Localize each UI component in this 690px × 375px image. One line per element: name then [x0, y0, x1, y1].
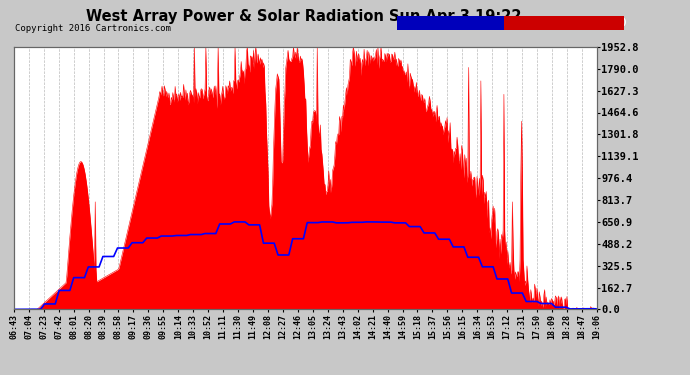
Text: West Array (DC Watts): West Array (DC Watts): [507, 18, 628, 27]
Text: West Array Power & Solar Radiation Sun Apr 3 19:22: West Array Power & Solar Radiation Sun A…: [86, 9, 522, 24]
Text: Copyright 2016 Cartronics.com: Copyright 2016 Cartronics.com: [15, 24, 171, 33]
Text: Radiation (w/m2): Radiation (w/m2): [400, 18, 492, 27]
